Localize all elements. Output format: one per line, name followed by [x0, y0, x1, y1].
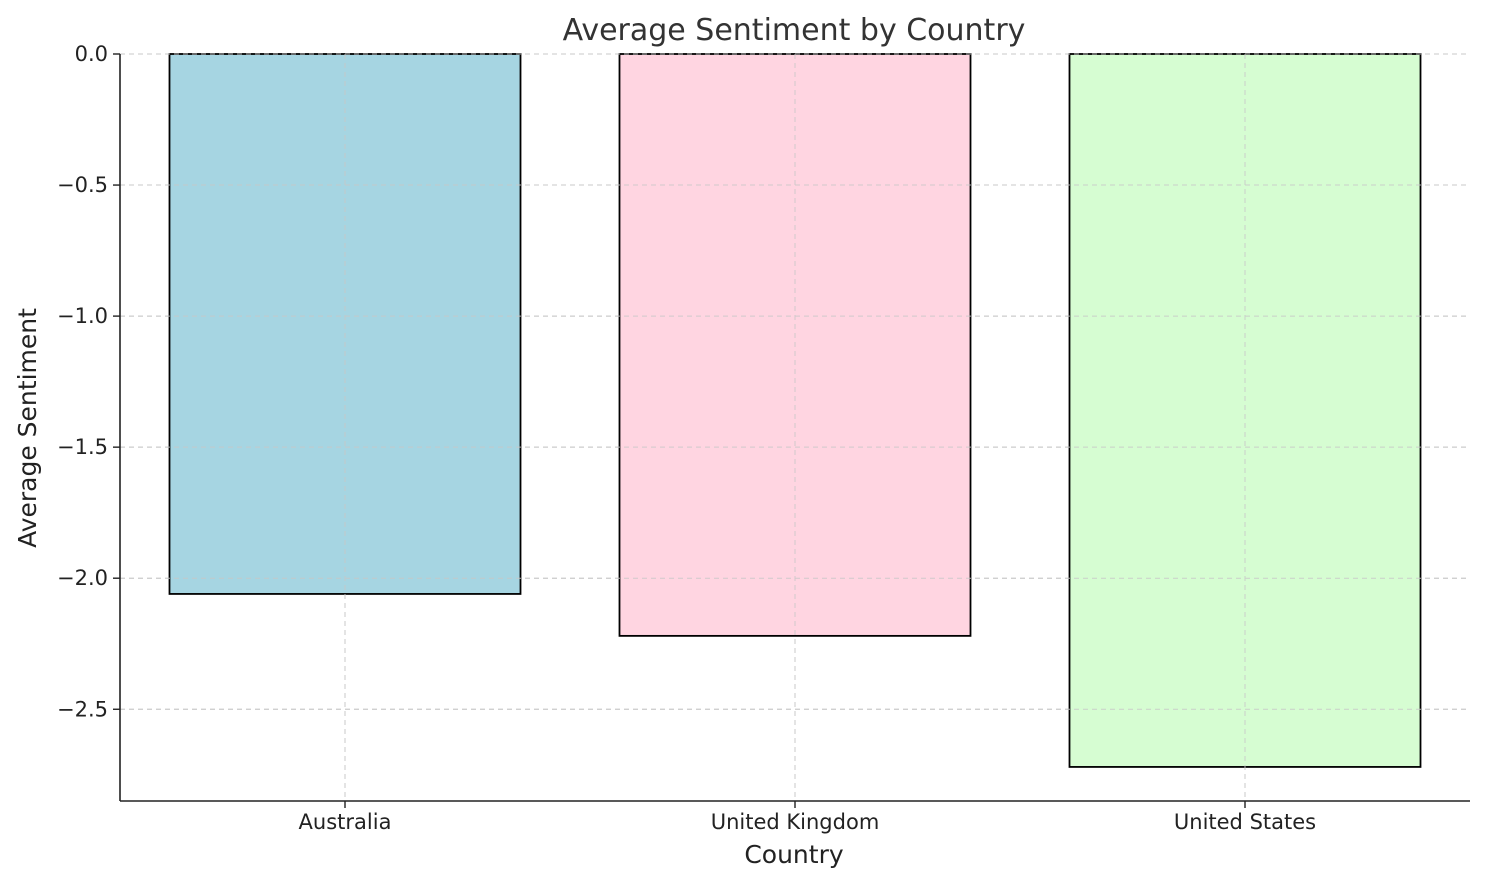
y-tick-label: −2.5: [57, 697, 108, 721]
x-tick-label: Australia: [299, 810, 392, 834]
y-axis-label: Average Sentiment: [13, 308, 42, 548]
y-tick-label: −2.0: [57, 566, 108, 590]
y-tick-label: −1.0: [57, 304, 108, 328]
x-tick-label: United States: [1174, 810, 1316, 834]
y-tick-label: 0.0: [75, 42, 108, 66]
grid-overlay: [120, 53, 1470, 801]
y-tick-label: −0.5: [57, 173, 108, 197]
chart-title: Average Sentiment by Country: [563, 13, 1026, 48]
x-tick-label: United Kingdom: [711, 810, 880, 834]
y-tick-label: −1.5: [57, 435, 108, 459]
bar-australia: [168, 53, 522, 595]
ticks-layer: 0.0 −0.5 −1.0 −1.5 −2.0 −2.5 Australia United K…: [57, 42, 1316, 834]
x-axis-label: Country: [744, 840, 844, 869]
